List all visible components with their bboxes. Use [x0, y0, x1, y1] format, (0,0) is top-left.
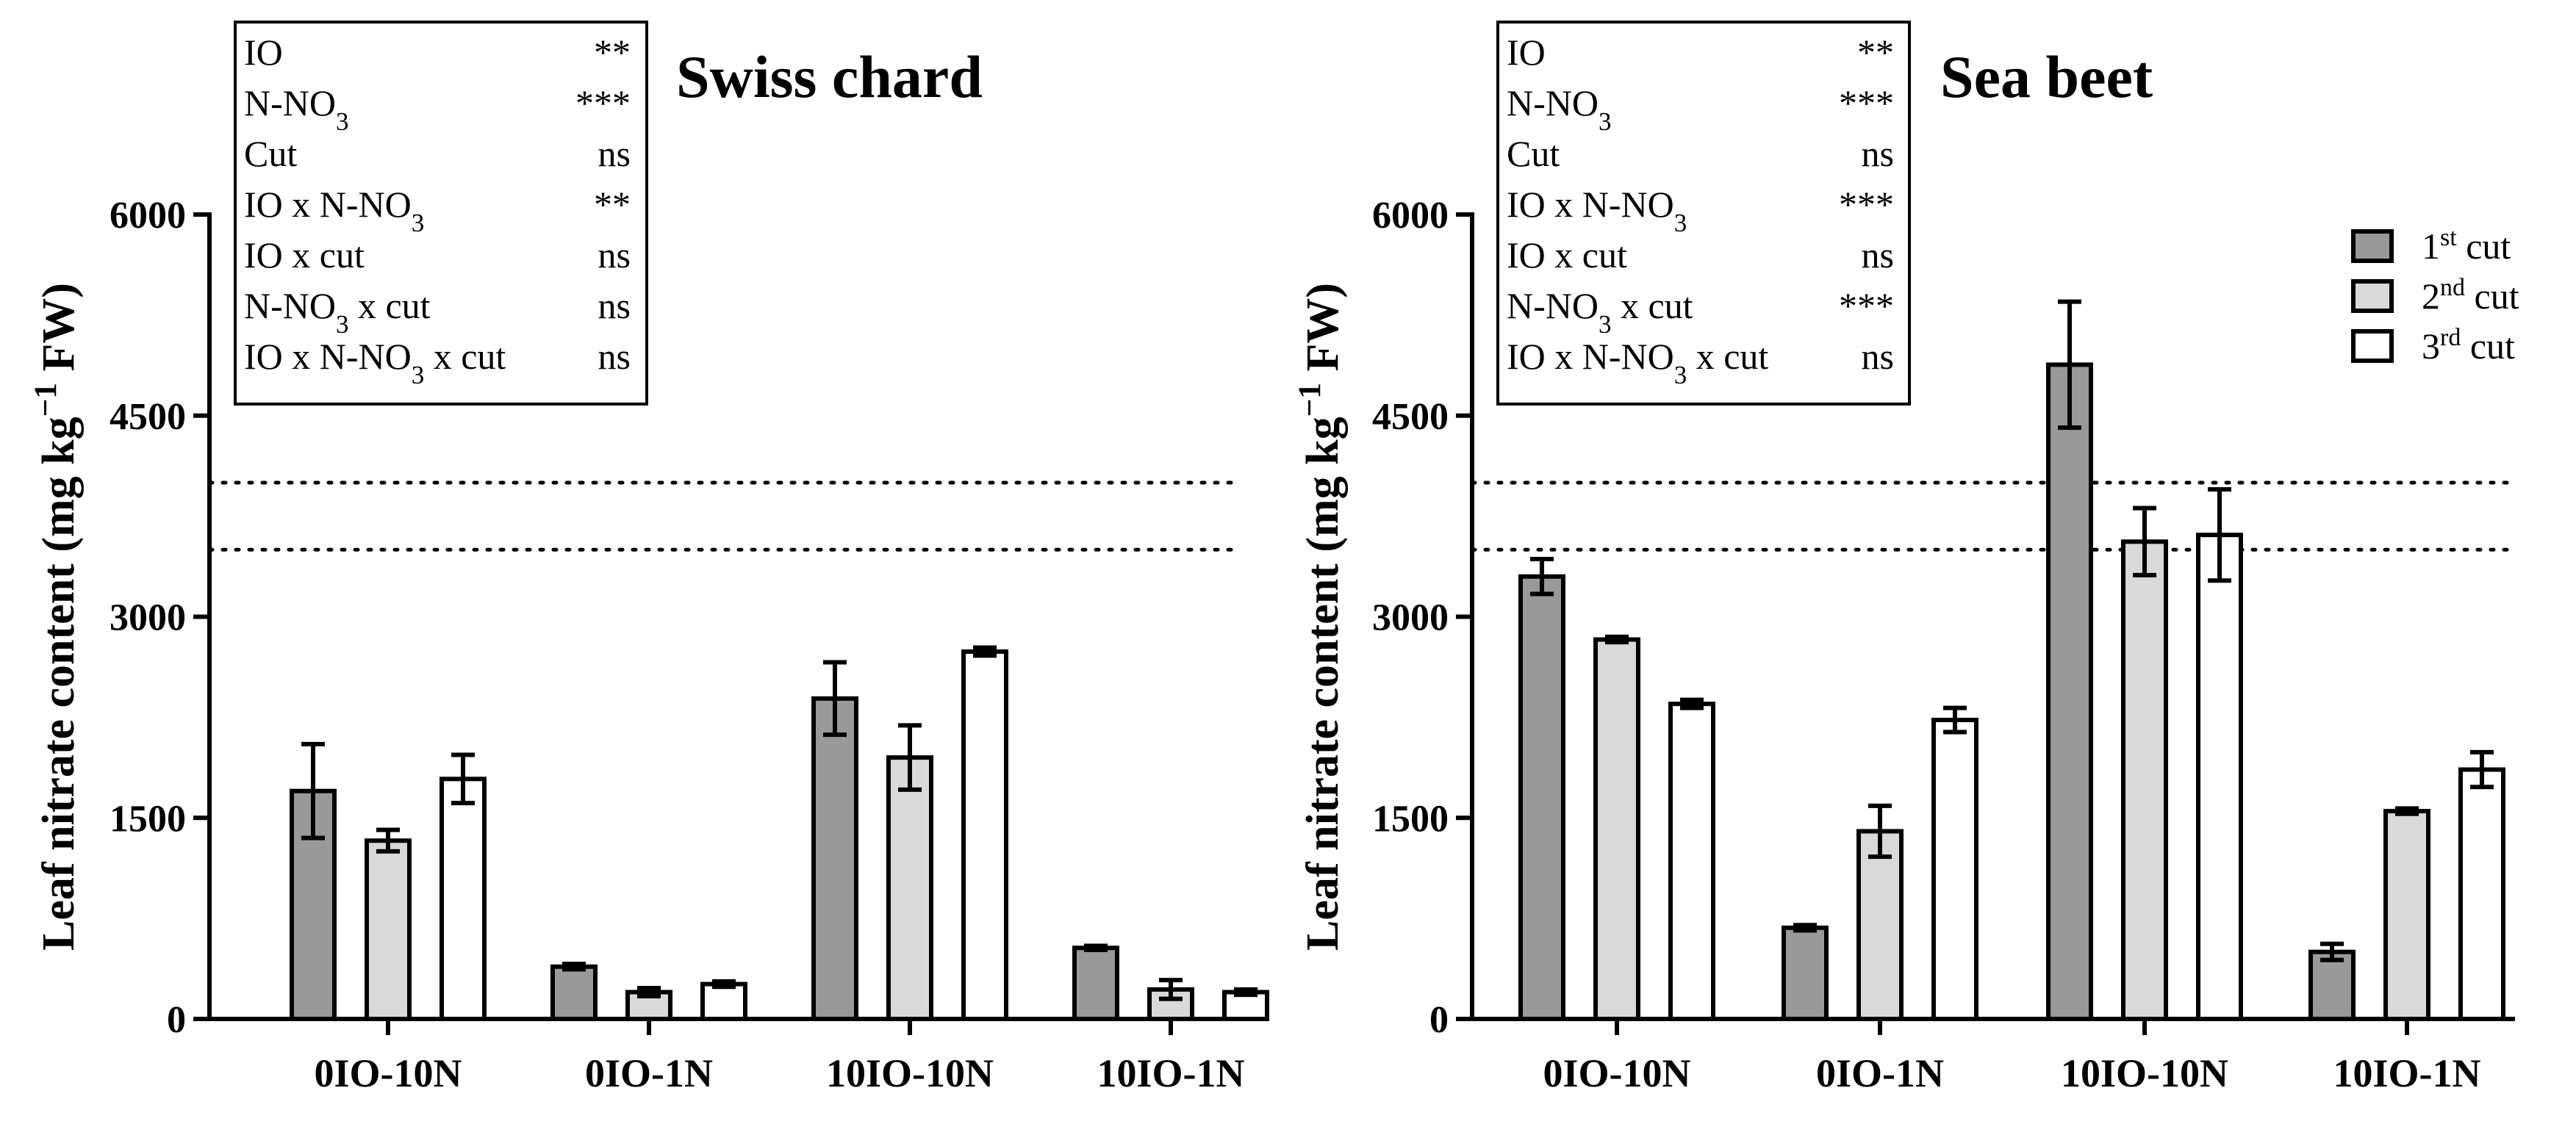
stats-effect-label: IO x N-NO3	[244, 184, 424, 237]
chart-title: Swiss chard	[676, 43, 983, 110]
stats-significance: ns	[1862, 234, 1894, 275]
legend-label-2: 2nd cut	[2422, 274, 2519, 317]
stats-significance: ns	[598, 234, 631, 275]
stats-significance: ns	[598, 133, 631, 174]
y-tick-label: 3000	[1372, 597, 1449, 639]
stats-box	[234, 21, 648, 406]
bar-0IO-1N-1	[550, 964, 598, 1021]
stats-effect-label: IO x cut	[244, 234, 365, 275]
stats-significance: ***	[575, 82, 631, 123]
bar-10IO-10N-2	[886, 755, 933, 1021]
stats-effect-label: IO x N-NO3	[1507, 184, 1687, 237]
bar-0IO-1N-1	[1782, 925, 1829, 1022]
stats-effect-label: N-NO3	[1507, 82, 1611, 136]
bar-0IO-1N-2	[1856, 829, 1904, 1021]
bar-0IO-10N-3	[1668, 702, 1715, 1021]
bar-0IO-10N-3	[440, 777, 487, 1021]
stats-effect-label: IO	[244, 32, 283, 73]
bar-10IO-1N-2	[2383, 809, 2430, 1021]
legend: 1st cut 2nd cut 3rd cut	[2351, 224, 2519, 367]
y-tick-label: 4500	[110, 396, 186, 438]
bar-10IO-10N-1	[2046, 362, 2093, 1021]
stats-significance: ***	[1839, 184, 1894, 225]
bar-10IO-10N-3	[961, 649, 1008, 1021]
stats-effect-label: Cut	[1507, 133, 1560, 174]
legend-swatch-2	[2351, 279, 2394, 313]
legend-swatch-1	[2351, 229, 2394, 263]
bar-0IO-10N-2	[1593, 637, 1640, 1021]
bar-0IO-10N-2	[365, 838, 412, 1022]
y-axis-label: Leaf nitrate content (mg kg−1 FW)	[28, 283, 84, 951]
stats-significance: ns	[1862, 336, 1894, 377]
legend-label-3: 3rd cut	[2422, 324, 2515, 367]
stats-effect-label: Cut	[244, 133, 297, 174]
stats-significance: ns	[598, 285, 631, 326]
chart-panel-1: 0IO-10N 0IO-1N 10IO-10N 10IO-1N 0 1500 3000 450…	[28, 21, 1269, 1095]
x-tick-label: 0IO-1N	[1816, 1051, 1944, 1095]
chart-panel-2: 0IO-10N 0IO-1N 10IO-10N 10IO-1N 0 1500 3000 450…	[1292, 21, 2519, 1095]
y-tick-label: 0	[1429, 999, 1449, 1041]
stats-effect-label: N-NO3 x cut	[1507, 285, 1693, 339]
stats-significance: **	[594, 184, 631, 225]
y-tick-label: 6000	[110, 195, 186, 237]
bar-10IO-10N-2	[2121, 539, 2168, 1021]
stats-effect-label: IO x N-NO3 x cut	[244, 336, 506, 389]
stats-significance: ***	[1839, 82, 1894, 123]
bar-0IO-1N-3	[700, 981, 747, 1022]
stats-box	[1496, 21, 1911, 406]
y-tick-label: 4500	[1372, 396, 1449, 438]
bar-10IO-10N-1	[811, 696, 858, 1021]
x-tick-label: 0IO-10N	[315, 1051, 462, 1095]
x-tick-label: 10IO-10N	[826, 1051, 994, 1095]
legend-swatch-3	[2351, 329, 2394, 363]
chart-title: Sea beet	[1940, 43, 2153, 110]
bar-10IO-10N-3	[2196, 533, 2243, 1021]
x-tick-label: 0IO-10N	[1543, 1051, 1691, 1095]
stats-effect-label: IO x cut	[1507, 234, 1627, 275]
x-tick-label: 0IO-1N	[585, 1051, 713, 1095]
stats-significance: **	[1857, 32, 1894, 73]
y-tick-label: 3000	[110, 597, 186, 639]
bar-10IO-1N-1	[1072, 945, 1119, 1022]
legend-label-1: 1st cut	[2422, 224, 2511, 267]
stats-effect-label: N-NO3 x cut	[244, 285, 431, 339]
stats-significance: ns	[1862, 133, 1894, 174]
stats-effect-label: N-NO3	[244, 82, 348, 136]
bar-0IO-10N-1	[1518, 574, 1565, 1021]
stats-significance: ***	[1839, 285, 1894, 326]
stats-effect-label: IO x N-NO3 x cut	[1507, 336, 1768, 389]
y-axis-label: Leaf nitrate content (mg kg−1 FW)	[1292, 283, 1348, 951]
stats-effect-label: IO	[1507, 32, 1546, 73]
y-tick-label: 1500	[110, 798, 186, 840]
x-tick-label: 10IO-1N	[2333, 1051, 2481, 1095]
x-tick-label: 10IO-1N	[1097, 1051, 1245, 1095]
bar-0IO-1N-3	[1931, 718, 1978, 1022]
x-tick-label: 10IO-10N	[2061, 1051, 2228, 1095]
stats-significance: ns	[598, 336, 631, 377]
y-tick-label: 0	[167, 999, 186, 1041]
bar-10IO-1N-3	[2458, 767, 2505, 1022]
y-tick-label: 1500	[1372, 798, 1449, 840]
stats-significance: **	[594, 32, 631, 73]
y-tick-label: 6000	[1372, 195, 1449, 237]
